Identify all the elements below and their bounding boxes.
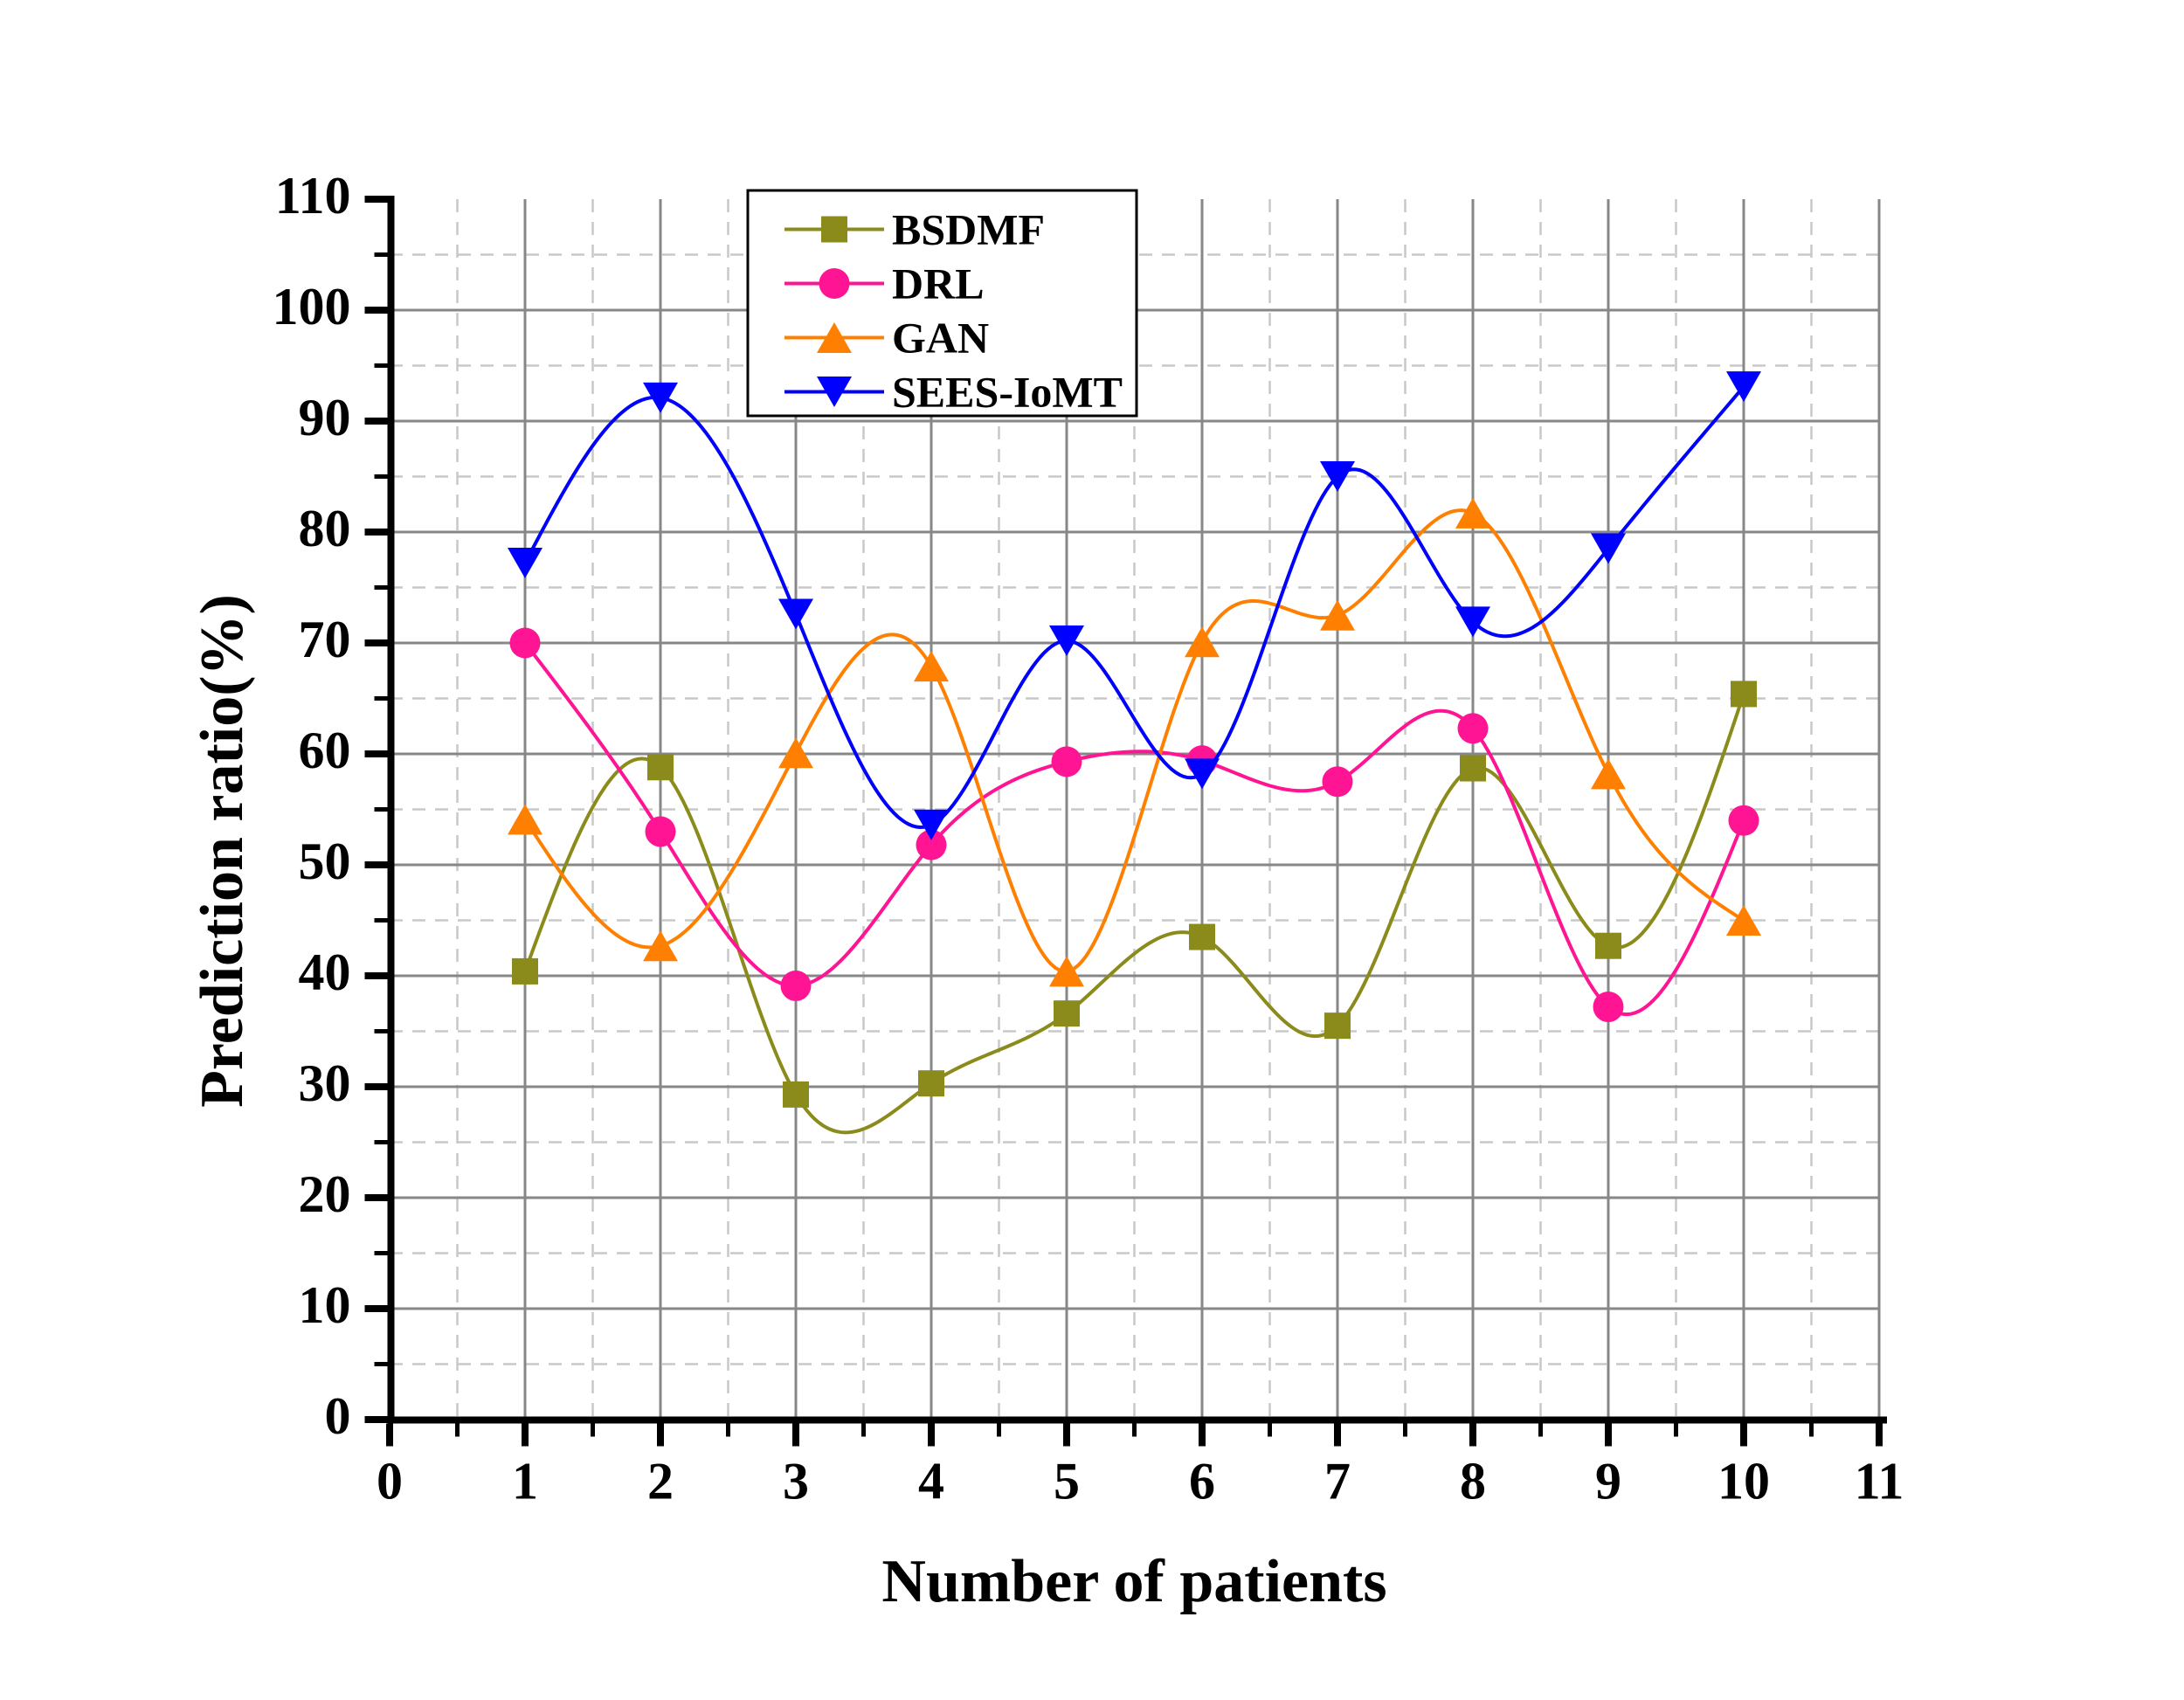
marker-sees-iomt	[778, 598, 813, 630]
legend-box	[746, 189, 1138, 418]
x-axis-title: Number of patients	[881, 1548, 1386, 1615]
marker-drl	[1593, 992, 1624, 1023]
x-tick-label: 5	[1054, 1453, 1080, 1510]
marker-bsdmf	[1324, 1012, 1351, 1040]
y-tick-label: 40	[299, 943, 351, 1001]
y-tick-label: 60	[299, 722, 351, 779]
x-tick-label: 1	[512, 1453, 538, 1510]
marker-bsdmf	[1731, 681, 1757, 708]
axes: 0 10 20 30 40 50 60 70 80 90 100 110 0 1 2 3 4 5 6 7 8 9 10 11	[273, 167, 1904, 1510]
marker-gan	[1320, 599, 1355, 631]
x-tick-label: 7	[1324, 1453, 1351, 1510]
legend-label: GAN	[892, 314, 989, 363]
marker-gan	[1185, 626, 1220, 658]
legend-item-bsdmf: BSDMF	[784, 205, 1045, 254]
marker-sees-iomt	[1455, 606, 1490, 638]
marker-sees-iomt	[1320, 461, 1355, 492]
marker-bsdmf	[1189, 923, 1215, 950]
marker-sees-iomt	[914, 809, 949, 840]
y-tick-label: 80	[299, 500, 351, 557]
y-axis-title: Prediction ratio(%)	[189, 594, 256, 1108]
marker-bsdmf	[1595, 932, 1621, 959]
marker-drl	[780, 970, 812, 1001]
x-tick-label: 10	[1717, 1453, 1770, 1510]
x-tick-label: 3	[783, 1453, 809, 1510]
series-drl	[509, 627, 1759, 1023]
legend: BSDMF DRL GAN SEES-IoMT	[746, 189, 1138, 418]
series-line-sees-iomt	[523, 385, 1745, 829]
series-gan	[508, 497, 1761, 987]
marker-sees-iomt	[1185, 758, 1220, 790]
series-sees-iomt	[508, 371, 1761, 840]
legend-item-sees-iomt: SEES-IoMT	[784, 368, 1123, 417]
major-gridlines	[390, 199, 1881, 1420]
legend-item-gan: GAN	[784, 314, 989, 363]
x-tick-label: 2	[647, 1453, 674, 1510]
legend-marker-triangle-down	[817, 377, 852, 407]
y-tick-label: 10	[299, 1276, 351, 1334]
x-tick-label: 11	[1855, 1453, 1904, 1510]
marker-drl	[645, 816, 676, 847]
marker-sees-iomt	[1726, 371, 1761, 403]
legend-marker-circle	[819, 268, 850, 299]
marker-gan	[1049, 956, 1084, 987]
marker-bsdmf	[512, 957, 538, 985]
marker-gan	[778, 737, 813, 769]
marker-sees-iomt	[1049, 625, 1084, 656]
marker-gan	[1455, 497, 1490, 529]
marker-bsdmf	[1460, 755, 1486, 782]
y-tick-label: 0	[325, 1387, 351, 1445]
marker-gan	[508, 804, 543, 835]
marker-drl	[1457, 713, 1489, 744]
y-tick-label: 20	[299, 1165, 351, 1223]
legend-label: DRL	[892, 259, 985, 308]
series-bsdmf	[512, 681, 1757, 1135]
x-tick-label: 4	[918, 1453, 944, 1510]
marker-sees-iomt	[643, 382, 678, 413]
marker-bsdmf	[1054, 1000, 1080, 1027]
legend-marker-triangle-up	[817, 322, 852, 353]
marker-drl	[916, 829, 947, 860]
x-tick-label: 6	[1189, 1453, 1215, 1510]
marker-sees-iomt	[508, 548, 543, 579]
marker-drl	[1728, 805, 1759, 836]
marker-bsdmf	[783, 1081, 809, 1108]
y-tick-label: 90	[299, 389, 351, 446]
marker-drl	[1051, 746, 1082, 777]
marker-gan	[643, 930, 678, 962]
marker-drl	[1322, 766, 1353, 798]
series-line-gan	[523, 508, 1745, 973]
x-tick-label: 8	[1460, 1453, 1486, 1510]
legend-marker-square	[821, 216, 847, 243]
y-tick-label: 110	[275, 167, 351, 225]
legend-item-drl: DRL	[784, 259, 985, 308]
marker-bsdmf	[918, 1070, 944, 1097]
y-tick-label: 50	[299, 833, 351, 890]
x-tick-label: 9	[1595, 1453, 1621, 1510]
marker-gan	[1726, 905, 1761, 936]
y-tick-label: 30	[299, 1054, 351, 1112]
legend-label: BSDMF	[892, 205, 1045, 254]
marker-sees-iomt	[1591, 533, 1626, 564]
legend-label: SEES-IoMT	[892, 368, 1123, 417]
y-tick-label: 70	[299, 611, 351, 668]
series-line-bsdmf	[523, 693, 1745, 1135]
marker-drl	[509, 627, 541, 659]
marker-bsdmf	[647, 754, 674, 781]
y-tick-label: 100	[273, 278, 351, 335]
marker-gan	[1591, 758, 1626, 790]
x-tick-label: 0	[377, 1453, 403, 1510]
marker-gan	[914, 651, 949, 682]
series-line-drl	[523, 641, 1745, 1017]
